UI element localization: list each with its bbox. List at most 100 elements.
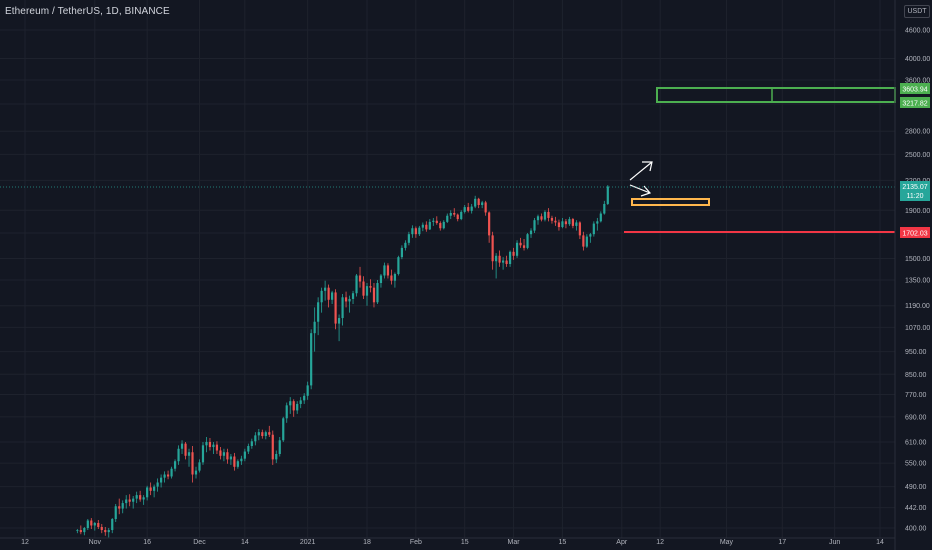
candle — [376, 279, 379, 304]
candle — [390, 269, 393, 285]
candle-body — [247, 446, 250, 452]
entry-zone-box[interactable] — [631, 198, 710, 206]
candle — [142, 495, 145, 505]
grid-lines — [0, 0, 895, 538]
time-tick-label: 15 — [461, 539, 469, 546]
candle-body — [194, 470, 198, 475]
candle — [327, 284, 330, 308]
candle — [585, 234, 588, 248]
candle-body — [407, 234, 410, 243]
candle — [365, 283, 369, 306]
candle-body — [386, 265, 390, 276]
candle-body — [264, 432, 267, 437]
candle — [355, 274, 358, 297]
candle — [512, 247, 515, 260]
candle-body — [257, 432, 260, 436]
candle-body — [236, 461, 239, 467]
candle-body — [481, 202, 484, 205]
candle — [187, 448, 191, 467]
price-tick-label: 442.00 — [905, 505, 927, 512]
candle-body — [502, 260, 505, 263]
candle-body — [320, 290, 323, 303]
candle-body — [201, 445, 205, 463]
right-arrow-icon[interactable] — [629, 184, 652, 197]
candle — [320, 287, 323, 313]
symbol-title[interactable]: Ethereum / TetherUS, 1D, BINANCE — [5, 6, 170, 17]
candle — [111, 518, 114, 534]
candle — [463, 204, 466, 214]
candle — [310, 329, 313, 390]
time-tick-label: Feb — [410, 539, 422, 546]
candle-body — [348, 298, 351, 302]
candle — [557, 219, 561, 231]
candle — [550, 215, 554, 224]
candle-body — [344, 297, 348, 302]
currency-badge[interactable]: USDT — [904, 5, 930, 18]
time-tick-label: 18 — [363, 539, 371, 546]
candle-body — [589, 234, 592, 237]
time-tick-label: Apr — [616, 539, 628, 546]
candle — [212, 441, 215, 455]
candle — [547, 208, 550, 222]
candle-body — [456, 214, 459, 220]
candle-body — [533, 220, 536, 231]
price-tick-label: 1900.00 — [905, 208, 930, 215]
candle-body — [282, 418, 285, 441]
candle-body — [173, 461, 177, 469]
candle — [554, 216, 557, 226]
candle — [194, 466, 198, 479]
candle-body — [160, 477, 163, 483]
candle-body — [331, 292, 334, 300]
time-tick-label: 17 — [778, 539, 786, 546]
candle — [606, 185, 609, 205]
candle-body — [474, 198, 477, 207]
up-arrow-icon[interactable] — [629, 161, 653, 181]
candle-body — [205, 441, 208, 446]
label-last-price: 2135.07 11:20 — [900, 181, 930, 201]
candle-body — [139, 495, 142, 500]
candle-body — [603, 203, 606, 214]
candle — [508, 250, 512, 267]
candle — [282, 416, 285, 442]
candle — [435, 216, 438, 225]
price-tick-label: 2500.00 — [905, 152, 930, 159]
candle — [488, 211, 491, 243]
candle-body — [240, 458, 243, 462]
candle — [173, 459, 177, 472]
candle-body — [397, 257, 400, 275]
candle-body — [334, 292, 337, 324]
candle-body — [233, 456, 236, 467]
price-tick-label: 1500.00 — [905, 256, 930, 263]
candle — [278, 437, 281, 457]
candle-body — [425, 224, 428, 230]
candle — [177, 445, 180, 465]
candle — [261, 429, 264, 439]
candle-body — [369, 286, 372, 288]
price-tick-label: 1190.00 — [905, 303, 930, 310]
candle — [201, 441, 205, 465]
candle — [215, 441, 219, 455]
candle-body — [554, 220, 557, 223]
candle-body — [351, 293, 355, 299]
candle — [386, 263, 390, 279]
candle-body — [484, 202, 487, 213]
label-support: 1702.03 — [900, 227, 930, 238]
candle — [596, 217, 599, 231]
candle-body — [390, 275, 393, 281]
candle-body — [292, 401, 295, 411]
price-tick-label: 690.00 — [905, 414, 927, 421]
candle-body — [184, 443, 187, 456]
candle — [107, 528, 110, 538]
candle — [313, 307, 316, 352]
candle-body — [177, 448, 180, 462]
candle — [271, 430, 274, 465]
candle-body — [317, 302, 320, 322]
candle — [254, 432, 257, 446]
candle-body — [212, 444, 215, 448]
candle-body — [125, 499, 128, 504]
price-tick-label: 550.00 — [905, 461, 927, 468]
candle-body — [208, 441, 212, 448]
candle-body — [460, 211, 463, 220]
price-tick-label: 1070.00 — [905, 325, 930, 332]
